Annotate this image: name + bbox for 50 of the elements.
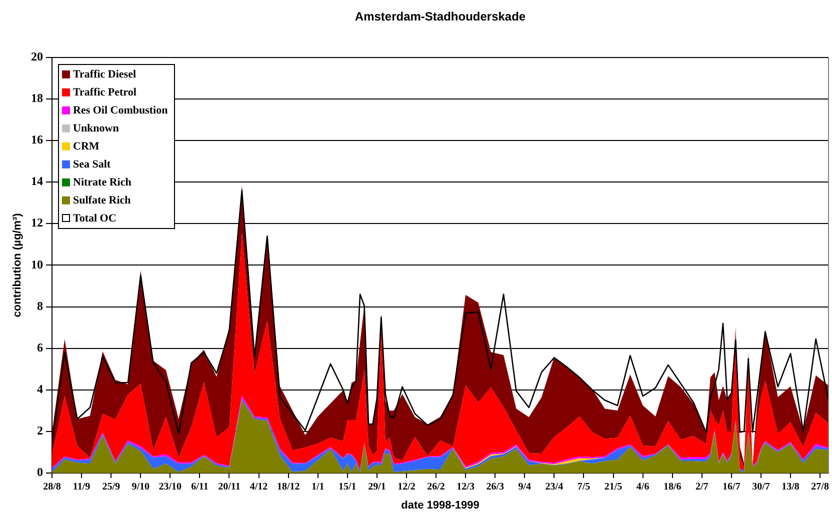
x-tick-label: 23/10 <box>158 482 182 493</box>
y-tick-label: 12 <box>31 216 43 230</box>
y-tick-label: 8 <box>37 298 43 313</box>
x-axis-title: date 1998-1999 <box>401 499 480 512</box>
y-tick-label: 18 <box>31 91 43 106</box>
y-tick-label: 6 <box>37 340 43 354</box>
legend-label: Unknown <box>73 122 119 135</box>
chart-title: Amsterdam-Stadhouderskade <box>354 10 526 24</box>
legend-label: Traffic Diesel <box>73 68 136 81</box>
legend-label: Sulfate Rich <box>73 194 131 207</box>
x-tick-label: 26/2 <box>427 482 445 493</box>
x-tick-label: 28/8 <box>43 482 61 493</box>
y-tick-label: 4 <box>37 382 43 396</box>
legend-label: Nitrate Rich <box>73 176 132 189</box>
x-tick-label: 25/9 <box>102 482 120 493</box>
y-tick-label: 14 <box>31 174 43 188</box>
y-tick-label: 0 <box>37 465 43 480</box>
x-tick-label: 27/8 <box>811 482 829 493</box>
x-tick-label: 12/3 <box>456 482 474 493</box>
x-tick-label: 26/3 <box>486 482 504 493</box>
legend-label: Traffic Petrol <box>73 86 136 99</box>
legend-label: CRM <box>73 140 100 153</box>
x-tick-label: 18/6 <box>663 482 682 493</box>
x-tick-label: 30/7 <box>752 482 770 493</box>
legend-label: Sea Salt <box>73 158 111 171</box>
y-tick-label: 10 <box>31 257 43 272</box>
x-tick-label: 13/8 <box>782 482 800 493</box>
x-tick-label: 4/6 <box>636 482 650 493</box>
x-tick-label: 4/12 <box>250 482 268 493</box>
legend-label: Res Oil Combustion <box>73 104 168 117</box>
x-tick-label: 15/1 <box>338 482 356 493</box>
x-tick-label: 18/12 <box>276 482 300 493</box>
y-axis-title: contribution (µg/m³) <box>12 212 24 318</box>
x-tick-label: 16/7 <box>722 482 740 493</box>
x-tick-label: 29/1 <box>368 482 386 493</box>
y-tick-label: 16 <box>31 132 43 147</box>
x-tick-label: 9/10 <box>132 482 150 493</box>
x-tick-label: 2/7 <box>696 482 708 493</box>
x-tick-label: 11/9 <box>72 482 90 493</box>
y-tick-label: 20 <box>31 49 43 64</box>
x-tick-label: 6/11 <box>191 482 208 493</box>
x-tick-label: 9/4 <box>518 482 532 493</box>
x-tick-label: 1/1 <box>311 482 324 493</box>
legend-label: Total OC <box>73 212 116 225</box>
y-tick-label: 2 <box>37 424 43 438</box>
x-tick-label: 23/4 <box>545 482 564 493</box>
x-tick-label: 12/2 <box>398 482 416 493</box>
x-tick-label: 20/11 <box>218 482 240 493</box>
x-tick-label: 21/5 <box>604 482 622 493</box>
x-tick-label: 7/5 <box>577 482 590 493</box>
